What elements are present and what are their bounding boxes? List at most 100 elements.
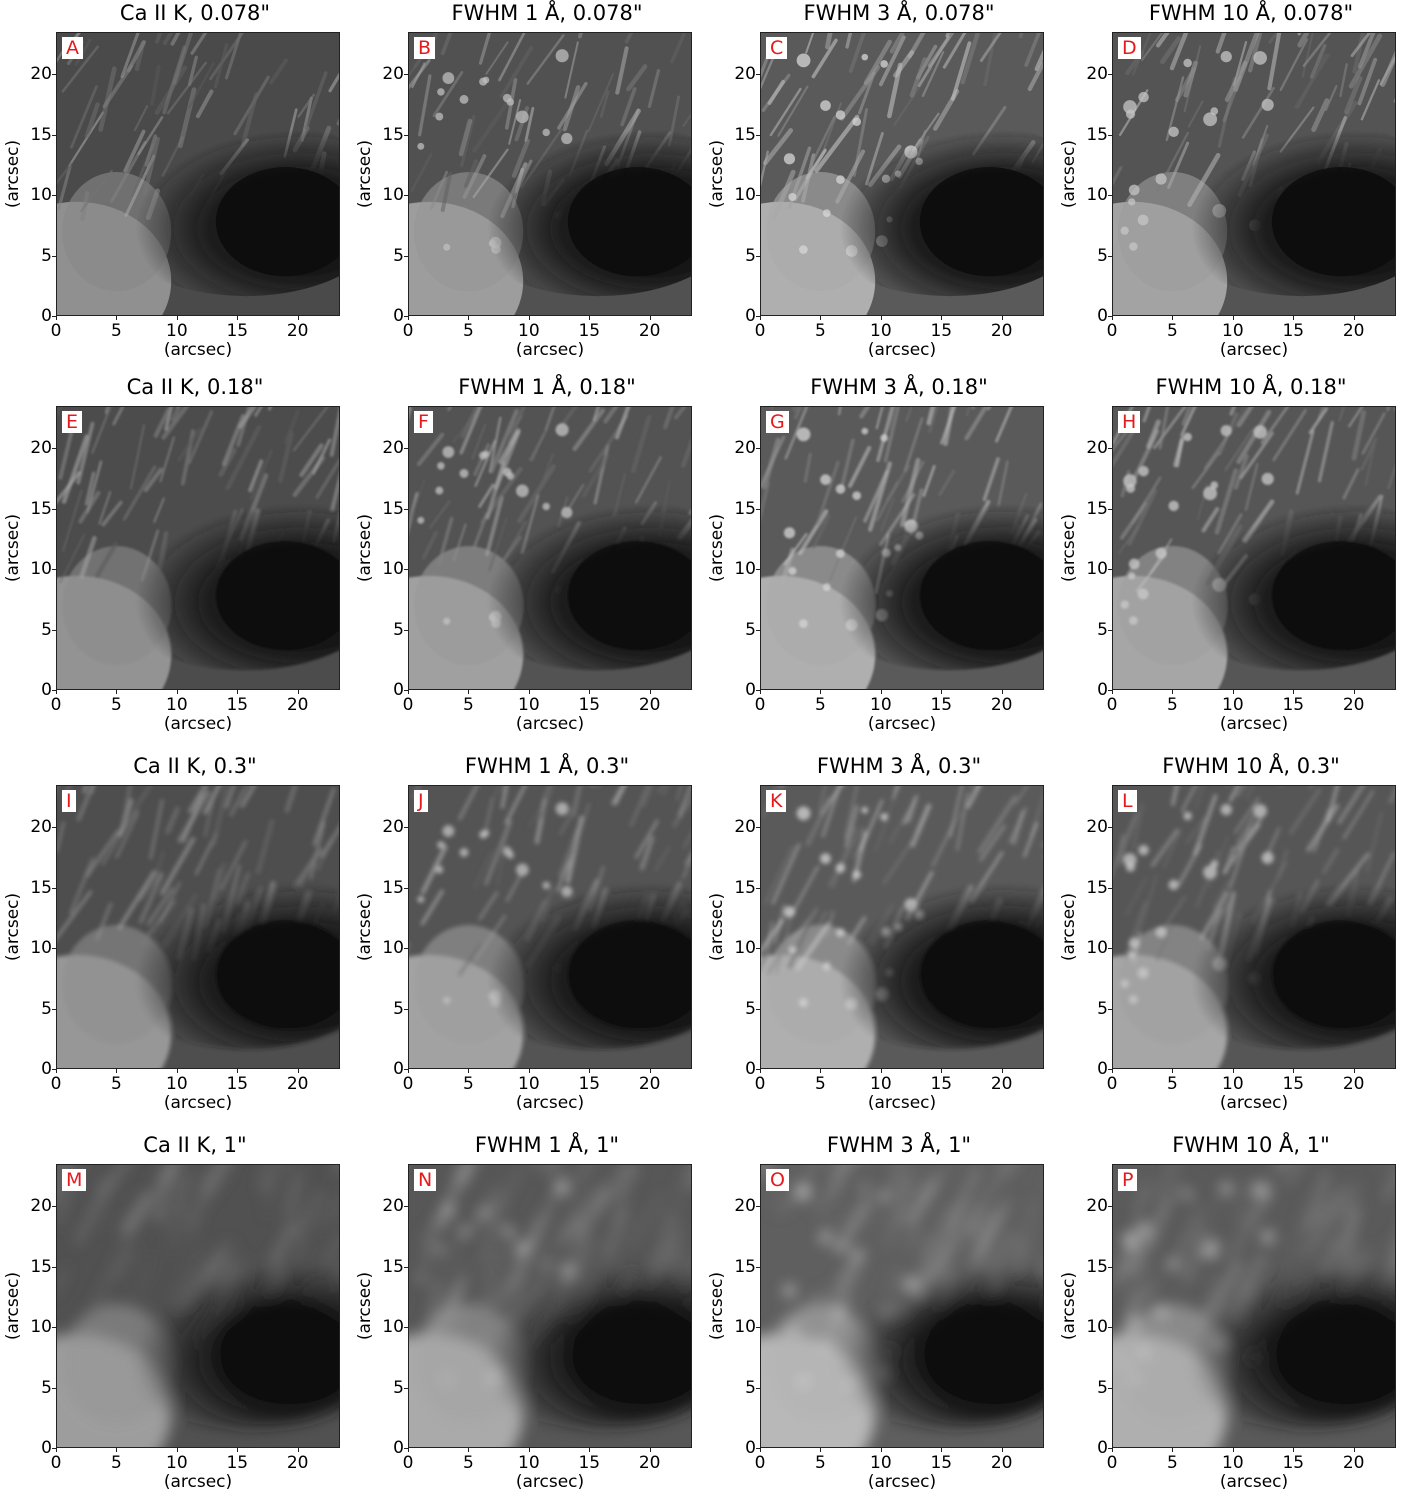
solar-image-canvas <box>761 33 1043 315</box>
x-tick-mark <box>1354 1069 1355 1073</box>
y-tick-mark <box>404 630 408 631</box>
x-tick-mark <box>177 1069 178 1073</box>
y-axis-label: (arcsec) <box>355 892 375 962</box>
x-tick-label: 20 <box>283 322 313 340</box>
panel-label: G <box>766 411 789 433</box>
solar-image: M <box>56 1164 340 1448</box>
y-tick-mark <box>404 948 408 949</box>
x-tick-mark <box>941 316 942 320</box>
x-tick-label: 10 <box>514 696 544 714</box>
x-tick-label: 5 <box>101 1075 131 1093</box>
x-tick-mark <box>408 1448 409 1452</box>
x-tick-label: 15 <box>574 1075 604 1093</box>
y-tick-mark <box>756 888 760 889</box>
x-tick-mark <box>820 1069 821 1073</box>
x-tick-mark <box>650 1069 651 1073</box>
y-tick-label: 20 <box>30 818 52 836</box>
y-tick-label: 5 <box>1086 1379 1108 1397</box>
x-tick-label: 5 <box>805 1075 835 1093</box>
y-tick-label: 15 <box>1086 500 1108 518</box>
panel-title: FWHM 10 Å, 0.078" <box>1106 0 1396 26</box>
y-tick-label: 20 <box>30 65 52 83</box>
x-axis-label: (arcsec) <box>760 714 1044 734</box>
solar-image-canvas <box>761 1165 1043 1447</box>
y-tick-mark <box>404 135 408 136</box>
solar-image-canvas <box>409 407 691 689</box>
x-tick-label: 5 <box>101 696 131 714</box>
y-tick-mark <box>404 448 408 449</box>
x-tick-mark <box>116 1448 117 1452</box>
solar-image: C <box>760 32 1044 316</box>
x-tick-label: 0 <box>745 1075 775 1093</box>
panel-label: A <box>62 37 83 59</box>
y-axis-label: (arcsec) <box>707 139 727 209</box>
x-tick-mark <box>237 316 238 320</box>
x-tick-label: 20 <box>1339 1075 1369 1093</box>
x-tick-label: 15 <box>1278 322 1308 340</box>
y-axis-label: (arcsec) <box>355 139 375 209</box>
x-tick-mark <box>237 1448 238 1452</box>
y-tick-label: 5 <box>734 1379 756 1397</box>
y-tick-mark <box>756 1327 760 1328</box>
solar-image-canvas <box>761 786 1043 1068</box>
x-tick-mark <box>1172 1448 1173 1452</box>
y-tick-mark <box>1108 1388 1112 1389</box>
x-tick-mark <box>1293 316 1294 320</box>
x-tick-mark <box>881 1448 882 1452</box>
y-tick-label: 10 <box>1086 939 1108 957</box>
y-tick-mark <box>1108 509 1112 510</box>
x-tick-label: 10 <box>162 1075 192 1093</box>
panel-title: Ca II K, 0.3" <box>50 753 340 779</box>
y-tick-label: 10 <box>734 186 756 204</box>
x-tick-label: 15 <box>926 322 956 340</box>
y-tick-mark <box>404 1206 408 1207</box>
y-tick-mark <box>756 1009 760 1010</box>
x-tick-mark <box>468 316 469 320</box>
x-tick-mark <box>177 1448 178 1452</box>
x-tick-mark <box>56 316 57 320</box>
y-tick-label: 20 <box>734 818 756 836</box>
x-tick-label: 10 <box>866 1454 896 1472</box>
x-tick-label: 10 <box>514 322 544 340</box>
x-tick-mark <box>1233 316 1234 320</box>
y-tick-label: 15 <box>734 126 756 144</box>
x-tick-mark <box>820 316 821 320</box>
y-tick-mark <box>404 509 408 510</box>
y-tick-label: 10 <box>382 939 404 957</box>
y-tick-mark <box>404 1388 408 1389</box>
y-tick-label: 10 <box>30 1318 52 1336</box>
x-tick-mark <box>1172 690 1173 694</box>
x-tick-mark <box>589 690 590 694</box>
x-tick-mark <box>408 1069 409 1073</box>
y-tick-label: 20 <box>382 1197 404 1215</box>
y-tick-mark <box>1108 1009 1112 1010</box>
x-tick-mark <box>820 690 821 694</box>
x-tick-label: 15 <box>574 1454 604 1472</box>
panel-title: FWHM 1 Å, 0.078" <box>402 0 692 26</box>
x-tick-mark <box>468 1069 469 1073</box>
x-tick-label: 20 <box>1339 696 1369 714</box>
x-tick-label: 0 <box>1097 696 1127 714</box>
x-tick-label: 20 <box>987 1075 1017 1093</box>
y-tick-label: 15 <box>382 500 404 518</box>
panel-title: FWHM 1 Å, 0.18" <box>402 374 692 400</box>
x-axis-label: (arcsec) <box>1112 1472 1396 1492</box>
y-tick-mark <box>404 827 408 828</box>
x-tick-label: 15 <box>926 1075 956 1093</box>
x-tick-label: 15 <box>222 1454 252 1472</box>
x-tick-mark <box>760 316 761 320</box>
y-tick-label: 10 <box>30 560 52 578</box>
x-axis-label: (arcsec) <box>408 1472 692 1492</box>
x-tick-label: 15 <box>1278 1454 1308 1472</box>
x-tick-mark <box>468 690 469 694</box>
x-tick-mark <box>1293 1448 1294 1452</box>
x-tick-mark <box>650 1448 651 1452</box>
y-tick-mark <box>756 256 760 257</box>
y-tick-label: 5 <box>734 1000 756 1018</box>
y-tick-label: 20 <box>382 818 404 836</box>
y-axis-label: (arcsec) <box>1059 139 1079 209</box>
y-tick-mark <box>52 1327 56 1328</box>
x-axis-label: (arcsec) <box>56 714 340 734</box>
